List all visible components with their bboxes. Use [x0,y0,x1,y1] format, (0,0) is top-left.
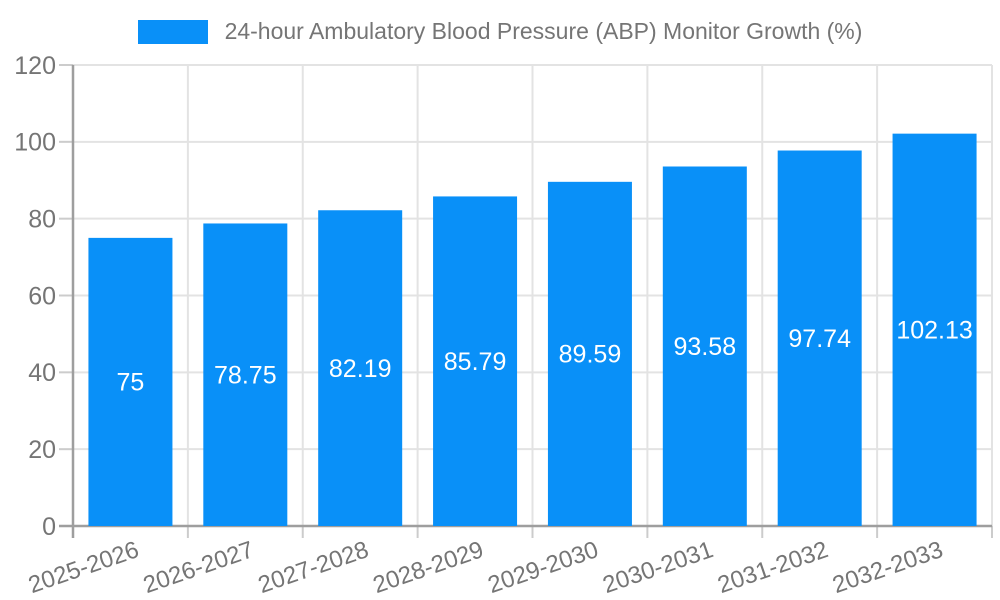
x-axis-label: 2026-2027 [140,536,257,599]
legend-swatch [137,19,208,44]
x-axis-label: 2028-2029 [370,536,487,599]
x-axis-labels: 2025-20262026-20272027-20282028-20292029… [25,536,946,599]
y-axis-tick-label: 0 [42,513,56,541]
bar-2026-2027[interactable] [203,223,288,526]
bars [88,133,977,527]
legend-item[interactable]: 24-hour Ambulatory Blood Pressure (ABP) … [0,18,1000,45]
bar-2025-2026[interactable] [88,237,173,526]
bar-value-label: 89.59 [559,341,622,369]
y-axis-tick-label: 120 [14,52,56,80]
bar-2028-2029[interactable] [433,196,518,527]
x-axis-label: 2029-2030 [485,536,602,599]
bar-value-label: 102.13 [896,317,972,345]
x-axis-label: 2027-2028 [255,536,372,599]
x-axis-label: 2030-2031 [599,536,716,599]
y-axis-tick-label: 80 [28,205,56,233]
x-axis-label: 2025-2026 [25,536,142,599]
x-axis-label: 2031-2032 [714,536,831,599]
bar-value-label: 85.79 [444,348,507,376]
y-axis-tick-label: 60 [28,282,56,310]
bar-value-label: 78.75 [214,361,277,389]
y-axis-tick-label: 40 [28,359,56,387]
bar-2029-2030[interactable] [547,181,632,527]
legend-label: 24-hour Ambulatory Blood Pressure (ABP) … [224,18,863,44]
bar-2027-2028[interactable] [318,210,403,526]
bar-value-label: 75 [117,369,145,397]
bar-value-label: 93.58 [674,333,737,361]
y-axis-tick-labels: 0 20 40 60 80 100 120 [14,52,56,541]
y-axis-tick-label: 20 [28,436,56,464]
x-axis-label: 2032-2033 [829,536,946,599]
bar-2031-2032[interactable] [777,150,862,526]
bar-value-labels: 75 78.75 82.19 85.79 89.59 93.58 97.74 102.13 [117,317,973,397]
y-axis-tick-label: 100 [14,129,56,157]
bar-value-label: 97.74 [788,325,851,353]
bar-2032-2033[interactable] [892,133,977,527]
bar-2030-2031[interactable] [662,166,747,526]
bar-value-label: 82.19 [329,355,392,383]
